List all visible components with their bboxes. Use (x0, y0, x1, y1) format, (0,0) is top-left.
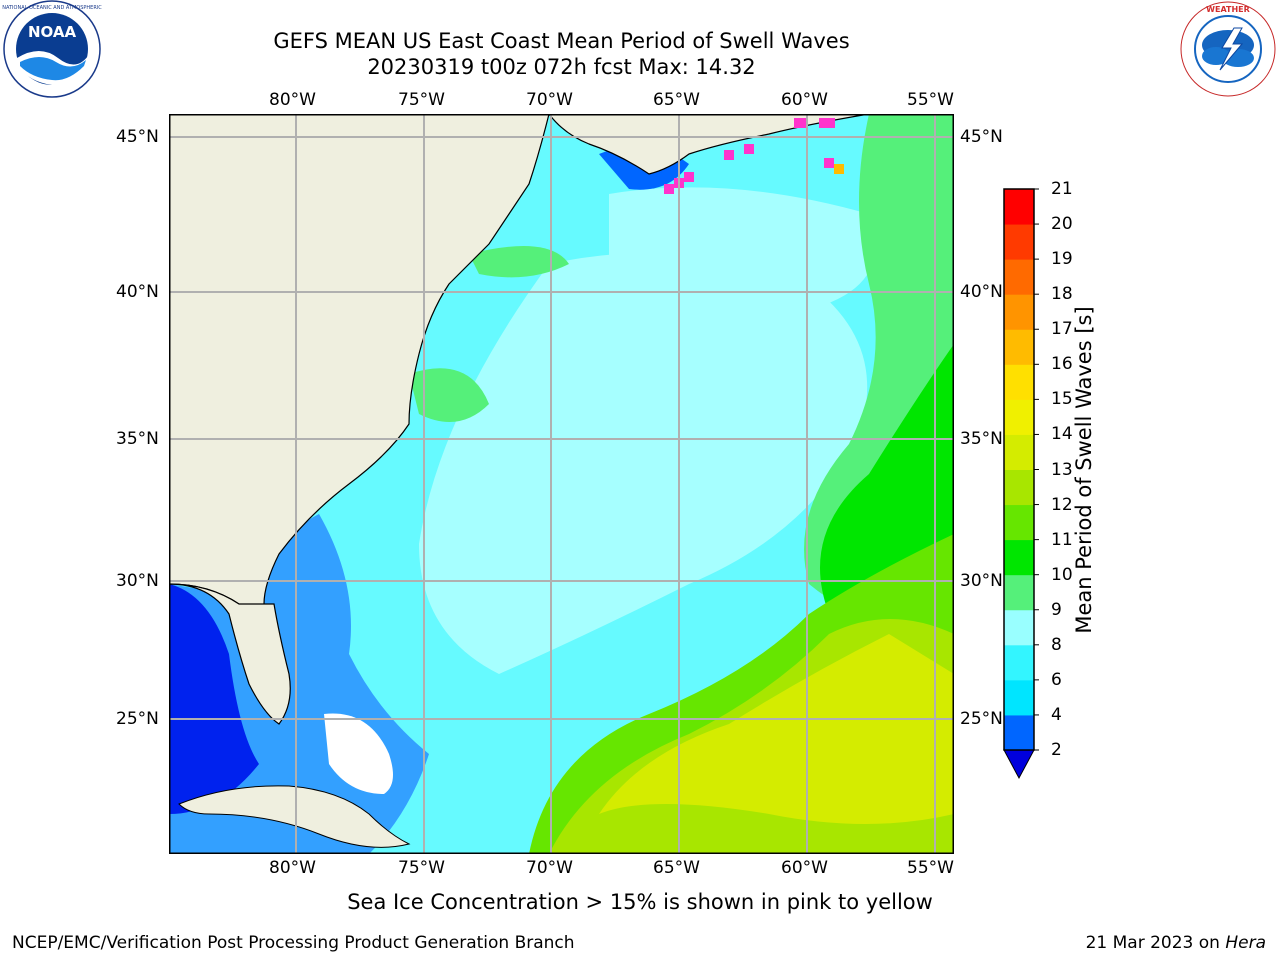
lon-label-top: 60°W (781, 90, 828, 110)
colorbar-swatches (1003, 188, 1039, 780)
footer-credit: NCEP/EMC/Verification Post Processing Pr… (12, 933, 575, 953)
lat-label-left: 35°N (116, 429, 159, 449)
lon-label-top: 70°W (526, 90, 573, 110)
lon-label-top: 80°W (269, 90, 316, 110)
graticule (169, 114, 954, 854)
field-period-8-9 (419, 252, 868, 674)
colorbar-swatch (1004, 189, 1034, 225)
colorbar-tick-label: 10 (1051, 564, 1073, 585)
footer-date-text: 21 Mar 2023 on (1085, 933, 1226, 953)
colorbar-swatch (1004, 714, 1034, 751)
colorbar-tick-label: 20 (1051, 214, 1073, 235)
lon-label-bottom: 75°W (398, 858, 445, 878)
colorbar-tick-label: 19 (1051, 249, 1073, 270)
lon-label-top: 65°W (653, 90, 700, 110)
sea-ice-cell (819, 118, 835, 128)
lat-label-right: 25°N (960, 709, 1003, 729)
lat-label-right: 45°N (960, 127, 1003, 147)
field-nj-shelf-green (469, 246, 569, 278)
colorbar-tick-label: 16 (1051, 354, 1073, 375)
land-florida (169, 583, 291, 725)
lon-label-bottom: 55°W (907, 858, 954, 878)
colorbar-swatch (1004, 644, 1034, 681)
chart-title: GEFS MEAN US East Coast Mean Period of S… (273, 29, 850, 53)
colorbar-swatch (1004, 539, 1034, 576)
lat-label-left: 30°N (116, 571, 159, 591)
colorbar-tick-label: 18 (1051, 284, 1073, 305)
colorbar-swatch (1004, 434, 1034, 470)
swell-period-map (169, 114, 954, 854)
footer-date: 21 Mar 2023 on Hera (1086, 933, 1266, 953)
lon-label-top: 75°W (398, 90, 445, 110)
lon-label-bottom: 65°W (653, 858, 700, 878)
colorbar-under-arrow (1003, 749, 1035, 780)
colorbar-swatch (1004, 504, 1034, 541)
colorbar-tick-label: 14 (1051, 424, 1073, 445)
sea-ice-cell (684, 172, 694, 182)
sea-ice-cell (664, 184, 674, 194)
lat-label-right: 30°N (960, 571, 1003, 591)
field-period-8-9-north (609, 187, 876, 314)
sea-ice-cell (744, 144, 754, 154)
lon-label-bottom: 80°W (269, 858, 316, 878)
colorbar-swatch (1004, 609, 1034, 646)
sea-ice-cell (824, 158, 834, 168)
map-frame (169, 114, 954, 854)
svg-text:WEATHER: WEATHER (1206, 5, 1250, 14)
lat-label-right: 35°N (960, 429, 1003, 449)
map-panel (169, 114, 954, 854)
field-period-13-14 (599, 634, 954, 824)
lon-label-bottom: 70°W (526, 858, 573, 878)
colorbar-swatch (1004, 294, 1034, 330)
lat-label-right: 40°N (960, 282, 1003, 302)
sea-ice-note: Sea Ice Concentration > 15% is shown in … (347, 890, 933, 914)
lat-label-left: 25°N (116, 709, 159, 729)
colorbar-tick-label: 8 (1051, 634, 1062, 655)
colorbar-swatch (1004, 399, 1034, 435)
colorbar-swatch (1004, 679, 1034, 716)
colorbar-tick-label: 15 (1051, 389, 1073, 410)
lon-label-bottom: 60°W (781, 858, 828, 878)
colorbar-tick-label: 11 (1051, 529, 1073, 550)
colorbar-swatch (1004, 224, 1034, 260)
sea-ice-cell (724, 150, 734, 160)
colorbar-swatch (1004, 574, 1034, 611)
lat-label-left: 40°N (116, 282, 159, 302)
colorbar-swatch (1004, 329, 1034, 365)
field-period-under-2 (169, 584, 259, 814)
colorbar-tick-label: 13 (1051, 459, 1073, 480)
land-cuba (178, 785, 411, 848)
lon-label-top: 55°W (907, 90, 954, 110)
colorbar-swatch (1004, 364, 1034, 400)
bahamas-shallow (324, 713, 393, 794)
svg-text:NOAA: NOAA (28, 23, 77, 41)
field-mid-atlantic-green (409, 368, 489, 422)
colorbar-swatch (1004, 469, 1034, 506)
sea-ice-cell (834, 164, 844, 174)
colorbar-swatch (1004, 259, 1034, 295)
colorbar-tick-label: 6 (1051, 669, 1062, 690)
lat-label-left: 45°N (116, 127, 159, 147)
colorbar-tick-label: 2 (1051, 740, 1062, 760)
colorbar-tick-label: 21 (1051, 179, 1073, 199)
colorbar-tick-label: 17 (1051, 319, 1073, 340)
colorbar-tick-label: 9 (1051, 599, 1062, 620)
sea-ice-cell (794, 118, 808, 128)
footer-machine: Hera (1225, 933, 1266, 953)
nws-logo: WEATHER (1176, 0, 1280, 100)
colorbar-tick-label: 4 (1051, 704, 1062, 725)
chart-subtitle: 20230319 t00z 072h fcst Max: 14.32 (367, 55, 756, 79)
colorbar-label: Mean Period of Swell Waves [s] (1072, 306, 1096, 634)
noaa-logo: NOAA NATIONAL OCEANIC AND ATMOSPHERIC (0, 0, 104, 100)
colorbar (1000, 185, 1050, 785)
colorbar-tick-label: 12 (1051, 494, 1073, 515)
svg-text:NATIONAL OCEANIC AND ATMOSPHER: NATIONAL OCEANIC AND ATMOSPHERIC (2, 5, 102, 11)
